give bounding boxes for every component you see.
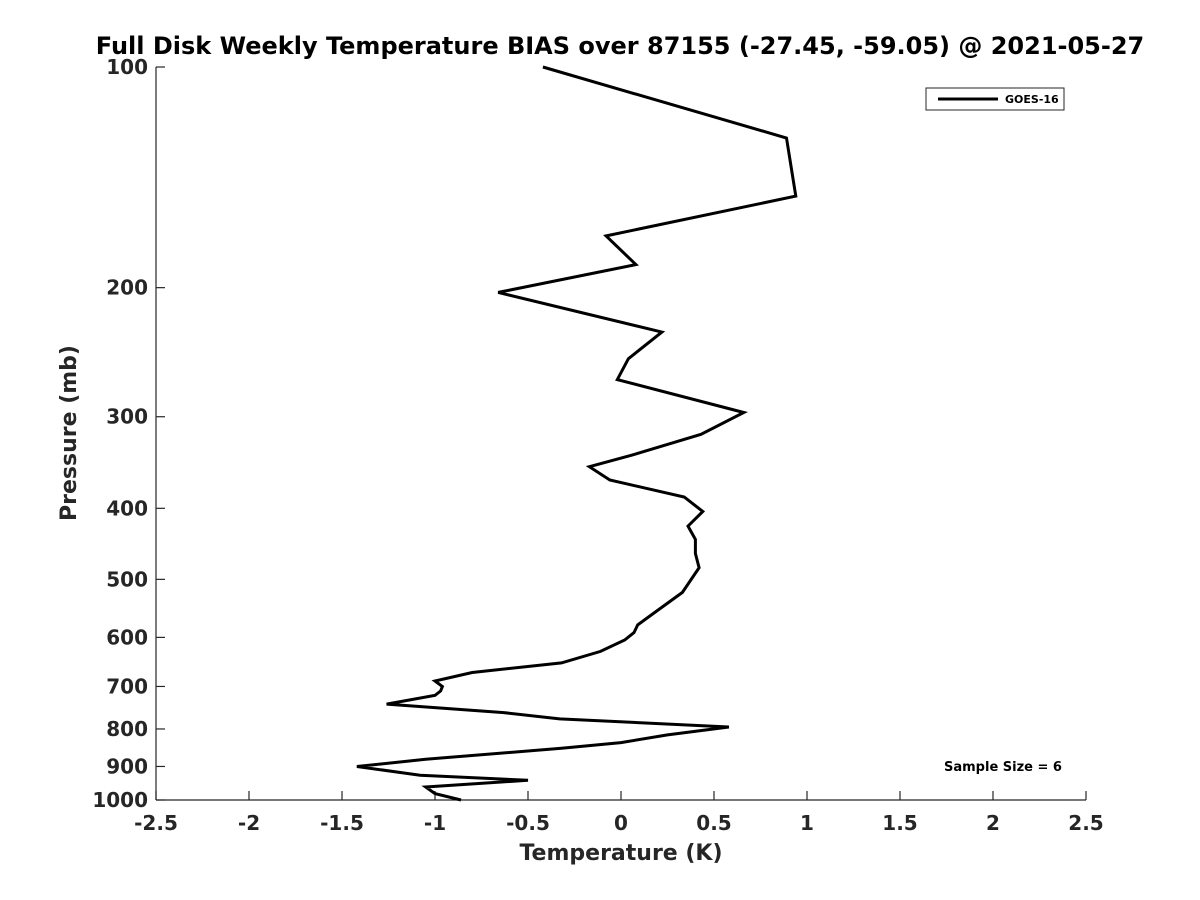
y-tick-label: 400 — [106, 496, 148, 520]
x-tick-label: 0.5 — [696, 811, 731, 835]
y-tick-label: 100 — [106, 55, 148, 79]
y-ticks: 100 200 300 400 500 600 700 800 900 1000 — [92, 55, 165, 812]
x-tick-label: 1.5 — [882, 811, 917, 835]
y-tick-label: 200 — [106, 276, 148, 300]
y-tick-label: 800 — [106, 717, 148, 741]
y-tick-label: 600 — [106, 625, 148, 649]
y-axis-label: Pressure (mb) — [57, 345, 82, 521]
x-tick-label: 2 — [986, 811, 1000, 835]
x-tick-label: -0.5 — [506, 811, 550, 835]
legend-label-goes-16: GOES-16 — [1005, 93, 1059, 106]
x-tick-label: 1 — [800, 811, 814, 835]
x-tick-label: 2.5 — [1068, 811, 1103, 835]
x-tick-label: -2 — [238, 811, 260, 835]
y-tick-label: 700 — [106, 674, 148, 698]
x-ticks: -2.5 -2 -1.5 -1 -0.5 0 0.5 1 1.5 2 2.5 — [134, 791, 1104, 835]
x-tick-label: -2.5 — [134, 811, 178, 835]
y-tick-label: 900 — [106, 754, 148, 778]
y-tick-label: 1000 — [92, 788, 148, 812]
chart-title: Full Disk Weekly Temperature BIAS over 8… — [96, 32, 1144, 60]
x-tick-label: -1 — [424, 811, 446, 835]
y-tick-label: 500 — [106, 567, 148, 591]
x-tick-label: -1.5 — [320, 811, 364, 835]
x-axis-label: Temperature (K) — [519, 841, 722, 866]
x-tick-label: 0 — [614, 811, 628, 835]
sample-size-annotation: Sample Size = 6 — [944, 760, 1062, 775]
y-tick-label: 300 — [106, 405, 148, 429]
series-line-goes-16 — [356, 65, 798, 802]
axes — [155, 67, 1086, 801]
legend: GOES-16 — [925, 87, 1065, 111]
